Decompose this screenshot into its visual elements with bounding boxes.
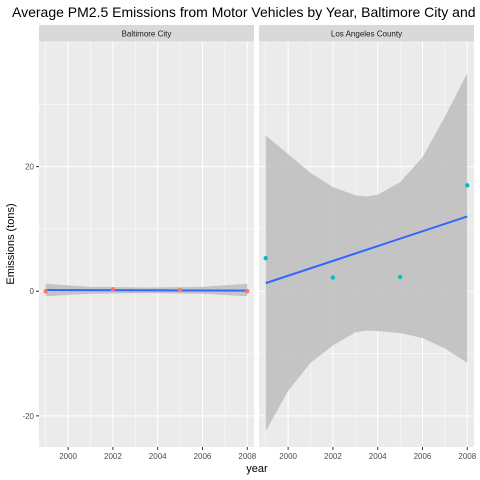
data-point [330,275,336,280]
x-axis-ticks: 2000 2002 2004 2006 2008 [59,447,257,461]
x-axis-ticks: 2000 2002 2004 2006 2008 [279,447,477,461]
regression-line [45,288,248,292]
confidence-band-area [265,73,468,432]
panel-baltimore-city: Baltimore City 2000 2002 2004 2006 2008 [39,25,257,461]
regression-line-segment [265,215,468,285]
data-point [43,289,48,294]
y-tick-label: -20 [22,412,34,421]
x-tick-label: 2006 [194,452,212,461]
strip-background [259,25,474,42]
strip-label-los-angeles-county: Los Angeles County [331,30,402,39]
strip-label-baltimore-city: Baltimore City [122,30,172,39]
x-tick-label: 2006 [414,452,432,461]
data-point [245,289,250,294]
x-tick-label: 2000 [279,452,297,461]
x-tick-label: 2002 [104,452,122,461]
regression-line-segment [45,288,248,292]
data-point [177,287,183,293]
x-tick-label: 2004 [149,452,167,461]
x-tick-label: 2002 [324,452,342,461]
x-axis-title: year [246,463,268,475]
data-point [263,256,268,261]
strip-background [39,25,254,42]
data-points [263,183,470,280]
data-point [465,183,470,188]
x-tick-label: 2008 [238,452,256,461]
regression-line [265,215,468,285]
y-tick-label: 20 [25,163,34,172]
panel-los-angeles-county: Los Angeles County 2000 2002 2004 2006 2008 [259,25,477,461]
data-point [110,287,116,292]
y-tick-label: 0 [30,287,35,296]
confidence-band [265,73,468,432]
y-axis-title: Emissions (tons) [5,203,17,284]
x-tick-label: 2004 [369,452,387,461]
data-point [397,274,403,280]
x-tick-label: 2008 [458,452,476,461]
panel-background [39,42,254,447]
x-tick-label: 2000 [59,452,77,461]
chart-title: Average PM2.5 Emissions from Motor Vehic… [12,4,476,20]
data-points [43,287,250,294]
y-axis-ticks: -20 0 20 [22,163,39,421]
